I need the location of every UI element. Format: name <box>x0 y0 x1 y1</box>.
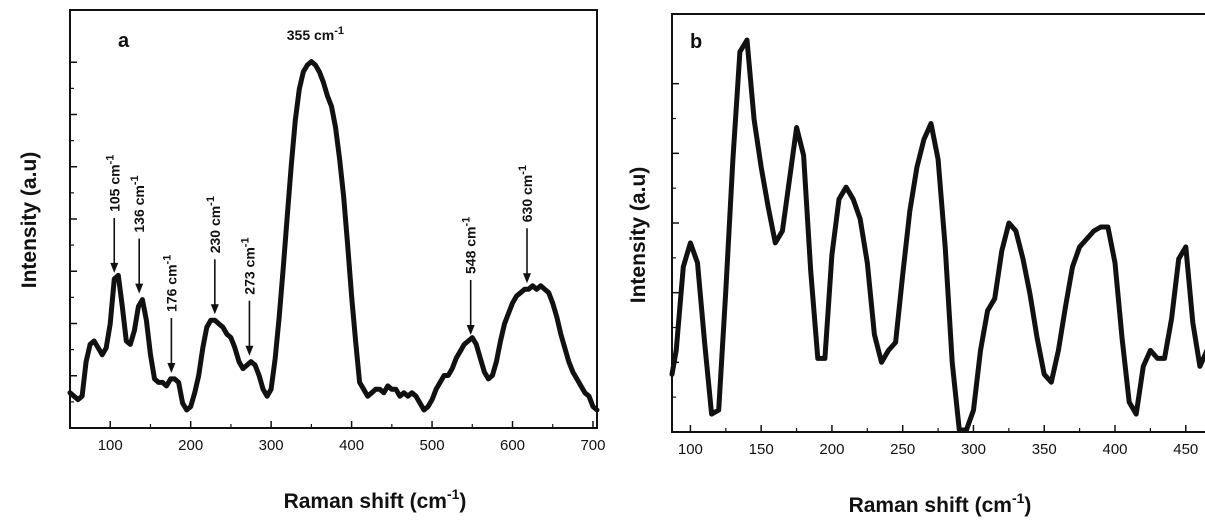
peak-label: 630 cm-1 <box>517 165 535 222</box>
panel-b-series-line <box>669 37 1205 433</box>
peak-arrow-head <box>135 283 144 294</box>
panel-a: a 100 200 300 400 500 600 700 355 cm-1 105 cm-1… <box>18 9 605 513</box>
panel-a-annotations: 355 cm-1 105 cm-1 136 cm-1 176 cm-1 230 cm-1… <box>104 25 535 373</box>
x-tick-label: 350 <box>1032 441 1057 458</box>
panel-a-series-line <box>67 59 600 413</box>
x-tick-label: 100 <box>678 441 703 458</box>
x-tick-label: 200 <box>819 441 844 458</box>
panel-b-x-axis-label: Raman shift (cm-1) <box>849 490 1032 517</box>
peak-arrow-head <box>523 273 532 284</box>
x-tick-label: 500 <box>420 437 445 454</box>
panel-b-x-ticks: 100 150 200 250 300 350 400 450 <box>678 425 1198 458</box>
panel-b-y-axis-label: Intensity (a.u) <box>627 167 650 304</box>
peak-label: 273 cm-1 <box>239 237 257 294</box>
x-tick-label: 700 <box>580 437 605 454</box>
peak-label: 548 cm-1 <box>461 217 479 274</box>
x-tick-label: 300 <box>259 437 284 454</box>
peak-arrow-head <box>110 262 119 273</box>
x-tick-label: 450 <box>1173 441 1198 458</box>
peak-label-top: 355 cm-1 <box>287 25 344 43</box>
panel-a-frame <box>69 9 598 429</box>
peak-arrow-head <box>210 304 219 315</box>
panel-a-y-axis-label: Intensity (a.u) <box>18 152 41 289</box>
peak-arrow-head <box>466 325 475 335</box>
panel-a-letter: a <box>118 30 130 52</box>
peak-label: 105 cm-1 <box>104 155 122 212</box>
x-tick-label: 250 <box>890 441 915 458</box>
x-tick-label: 150 <box>749 441 774 458</box>
x-tick-label: 200 <box>178 437 203 454</box>
x-tick-label: 600 <box>500 437 525 454</box>
panel-b-letter: b <box>690 31 702 53</box>
x-tick-label: 400 <box>1102 441 1127 458</box>
peak-label: 136 cm-1 <box>129 175 147 232</box>
panel-a-y-ticks <box>70 61 77 403</box>
x-tick-label: 300 <box>961 441 986 458</box>
peak-label: 230 cm-1 <box>205 196 223 253</box>
panel-a-x-ticks: 100 200 300 400 500 600 700 <box>69 421 605 454</box>
x-tick-label: 100 <box>98 437 123 454</box>
peak-arrow-head <box>245 345 254 356</box>
peak-label: 176 cm-1 <box>161 255 179 312</box>
panel-b: b 100 150 200 250 300 350 400 450 Raman shift (… <box>627 13 1205 517</box>
panel-a-x-axis-label: Raman shift (cm-1) <box>284 486 467 513</box>
peak-arrow-head <box>167 362 176 373</box>
x-tick-label: 400 <box>339 437 364 454</box>
